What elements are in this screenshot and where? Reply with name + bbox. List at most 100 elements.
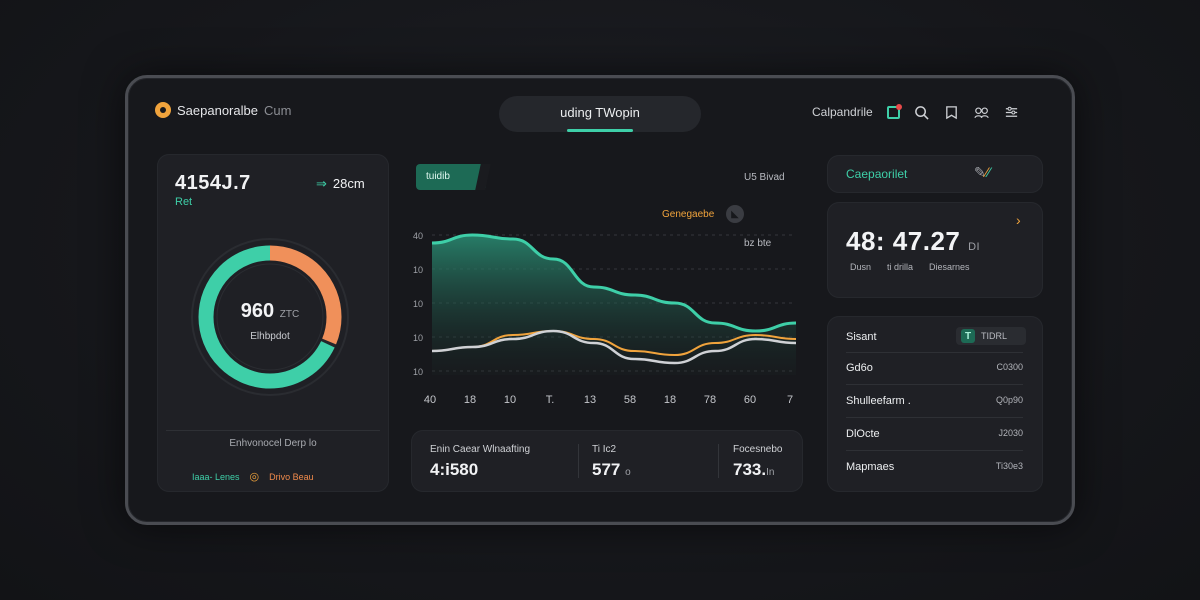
divider <box>846 352 1023 353</box>
metric-card <box>827 202 1043 298</box>
list-item-label: Gd6o <box>846 362 873 374</box>
edit-icon[interactable]: ✎⁄⁄ <box>974 164 991 180</box>
list-item-value: Q0p90 <box>995 395 1023 405</box>
stat-divider <box>718 444 719 478</box>
x-tick-label: 18 <box>664 394 676 406</box>
summary-card <box>157 154 389 492</box>
x-tick-label: 7 <box>787 394 793 406</box>
tab-indicator <box>567 129 633 132</box>
x-tick-label: T. <box>546 394 555 406</box>
list-filter-pill[interactable]: T TIDRL <box>956 327 1026 345</box>
donut-inner-ring <box>216 263 324 371</box>
center-tab[interactable]: uding TWopin <box>499 96 701 132</box>
y-tick-label: 10 <box>413 265 423 275</box>
chevron-right-icon[interactable]: › <box>1016 212 1021 228</box>
list-item-value: Ti30e3 <box>995 461 1023 471</box>
notification-icon[interactable] <box>886 103 902 119</box>
search-icon[interactable] <box>914 104 930 120</box>
stat-label-3: Focesnebo <box>733 444 783 455</box>
divider <box>846 384 1023 385</box>
donut-label: Elhbpdot <box>250 331 290 342</box>
metric-sub: Dusn ti drilla Diesarnes <box>850 262 970 272</box>
stat-divider <box>578 444 579 478</box>
brand-name: Saepanoralbe <box>177 102 258 118</box>
stat-value-3-unit: In <box>766 467 775 478</box>
metric-value: 48: 47.27 DI <box>846 226 980 257</box>
summary-value: 4154J.7 <box>175 172 251 194</box>
y-tick-label: 10 <box>413 299 423 309</box>
divider <box>166 430 380 431</box>
logo-icon <box>155 102 171 118</box>
metric-value-unit: DI <box>968 241 981 253</box>
y-tick-label: 10 <box>413 333 423 343</box>
list-item[interactable]: DlOcte J2030 <box>846 428 1023 440</box>
trend-arrow-icon: ⇒ <box>316 176 327 191</box>
donut-value-unit: ZTC <box>279 309 300 320</box>
summary-badge: ⇒ 28cm <box>316 176 365 192</box>
donut-chart <box>191 238 349 396</box>
legend-item-teal[interactable]: Iaaa- Lenes <box>192 471 240 482</box>
list-card <box>827 316 1043 492</box>
chart-tab-active[interactable]: tuidib <box>416 164 486 190</box>
stat-value-3-number: 733. <box>733 460 767 479</box>
metric-sub-3: Diesarnes <box>929 262 970 272</box>
metric-value-number: 48: 47.27 <box>846 226 961 256</box>
legend: Iaaa- Lenes ◎ Drivo Beau <box>192 470 314 483</box>
annotation-marker-icon[interactable]: ◣ <box>726 205 744 223</box>
list-item-value: C0300 <box>996 362 1023 372</box>
list-item[interactable]: Shulleefarm . Q0p90 <box>846 395 1023 407</box>
user-group-icon[interactable] <box>974 104 990 120</box>
list-item[interactable]: Gd6o C0300 <box>846 362 1023 374</box>
list-item-label: DlOcte <box>846 428 880 440</box>
donut-value: 960 ZTC <box>220 300 320 323</box>
stat-value-2-number: 577 <box>592 460 621 479</box>
metric-sub-2: ti drilla <box>887 262 914 272</box>
x-tick-label: 60 <box>744 394 756 406</box>
stat-label-1: Enin Caear Wlnaafting <box>430 444 531 455</box>
orange-series-line <box>431 329 797 357</box>
divider <box>846 450 1023 451</box>
brand-logo[interactable]: Saepanoralbe Cum <box>155 102 291 118</box>
teal-series-line <box>431 233 797 333</box>
header-right-label[interactable]: Calpandrile <box>812 105 873 119</box>
stat-value-2: 577 o <box>592 460 631 480</box>
stat-label-2: Ti Ic2 <box>592 444 617 455</box>
donut-outer-ring <box>191 238 349 396</box>
metric-sub-1: Dusn <box>850 262 872 272</box>
stats-bar <box>411 430 803 492</box>
right-top-label: Caepaorilet <box>846 167 908 181</box>
bookmark-icon[interactable] <box>944 104 960 120</box>
summary-sub: Ret <box>175 196 193 208</box>
brand-suffix: Cum <box>263 102 292 118</box>
divider <box>846 417 1023 418</box>
x-tick-label: 58 <box>624 394 636 406</box>
teal-area-fill <box>432 235 796 375</box>
stat-value-2-unit: o <box>625 467 631 478</box>
filter-tag-icon: T <box>961 329 975 343</box>
chart-tab-label: tuidib <box>426 171 450 182</box>
y-tick-label: 10 <box>413 367 423 377</box>
stat-value-1: 4:i580 <box>430 460 479 479</box>
y-tick-label: 40 <box>413 231 423 241</box>
center-tab-label: uding TWopin <box>560 105 640 120</box>
area-chart: 40 10 10 10 10 40 18 10 T. 13 58 18 78 60 7 <box>413 231 797 406</box>
donut-value-number: 960 <box>240 300 275 322</box>
list-title: Sisant <box>846 331 877 343</box>
x-tick-label: 40 <box>424 394 436 406</box>
chart-annotation: Genegaebe <box>662 209 715 220</box>
donut-segment-orange <box>198 245 342 389</box>
white-series-line <box>431 329 797 365</box>
list-item[interactable]: Mapmaes Ti30e3 <box>846 461 1023 473</box>
settings-icon[interactable] <box>1004 104 1020 120</box>
x-tick-label: 78 <box>704 394 716 406</box>
summary-badge-value: 28cm <box>332 176 365 191</box>
list-item-label: Shulleefarm . <box>846 395 911 407</box>
list-pill-label: TIDRL <box>981 331 1008 341</box>
stat-value-3: 733.In <box>733 460 774 480</box>
chart-right-label: U5 Bivad <box>744 172 785 183</box>
footer-title: Enhvonocel Derp lo <box>229 438 317 449</box>
chart-annotation-value: bz bte <box>744 238 772 249</box>
right-top-card[interactable] <box>827 155 1043 193</box>
list-item-label: Mapmaes <box>846 461 895 473</box>
legend-item-orange[interactable]: Drivo Beau <box>269 471 314 482</box>
